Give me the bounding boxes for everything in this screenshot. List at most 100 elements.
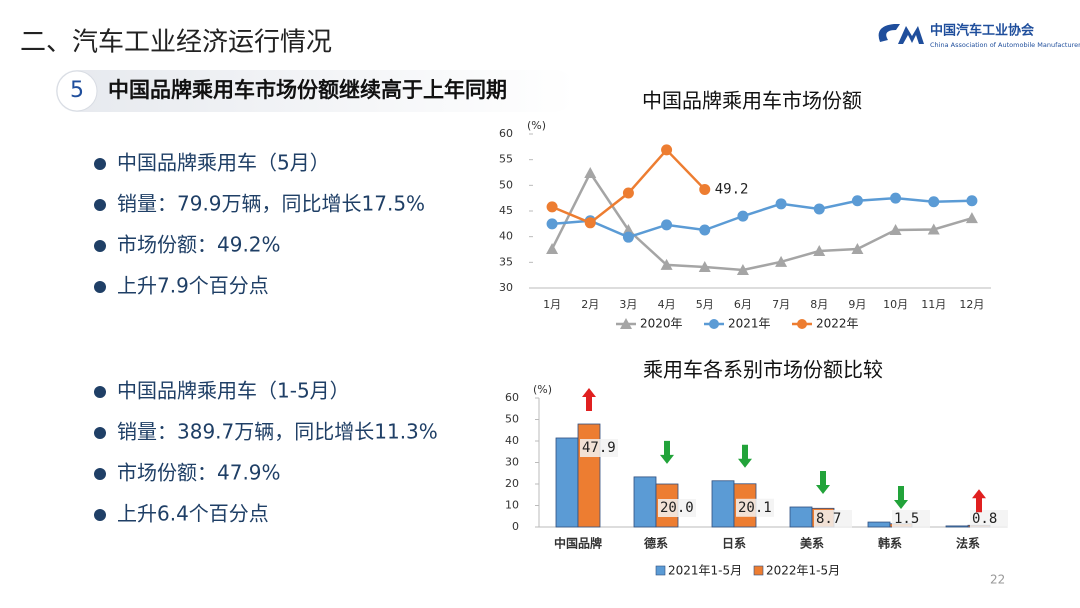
x-tick-label: 中国品牌 — [554, 536, 602, 551]
change-arrow — [582, 388, 596, 412]
bullet-dot — [94, 386, 106, 398]
marker — [736, 264, 749, 276]
marker — [698, 260, 711, 272]
bullet-text: 上升7.9个百分点 — [117, 274, 269, 298]
data-label-bg — [892, 510, 930, 528]
x-tick-label: 4月 — [658, 298, 676, 311]
section-badge — [56, 70, 98, 112]
marker — [699, 224, 711, 236]
marker — [813, 245, 826, 257]
x-tick-label: 8月 — [810, 298, 828, 311]
y-tick-label: 30 — [505, 456, 519, 469]
marker — [966, 195, 978, 207]
logo-cn: 中国汽车工业协会 — [930, 23, 1035, 39]
data-label: 8.7 — [816, 511, 841, 527]
bar — [633, 476, 657, 528]
y-tick-label: 50 — [505, 413, 519, 426]
bullet-dot — [94, 281, 106, 293]
legend-swatch — [753, 565, 764, 576]
data-label: 1.5 — [894, 511, 919, 527]
chart-title: 中国品牌乘用车市场份额 — [642, 89, 862, 113]
marker — [699, 183, 711, 195]
marker — [965, 212, 978, 224]
marker — [584, 167, 597, 179]
bar — [555, 437, 579, 528]
bullet-text: 市场份额：49.2% — [117, 233, 281, 257]
bar — [867, 521, 891, 528]
bullet-dot — [94, 199, 106, 211]
section-title: 中国品牌乘用车市场份额继续高于上年同期 — [108, 78, 507, 102]
legend-label: 2022年 — [816, 317, 859, 331]
change-arrow — [738, 444, 752, 468]
bullet-text: 中国品牌乘用车（5月） — [117, 151, 330, 175]
x-tick-label: 7月 — [772, 298, 790, 311]
x-tick-label: 2月 — [581, 298, 599, 311]
x-tick-label: 5月 — [696, 298, 714, 311]
marker — [584, 217, 596, 229]
data-label-bg — [970, 510, 1008, 528]
change-arrow — [660, 440, 674, 464]
data-label-bg — [736, 498, 774, 517]
marker — [775, 198, 787, 210]
y-axis-label: (%) — [533, 383, 552, 396]
legend-swatch — [655, 565, 666, 576]
data-label: 49.2 — [715, 181, 749, 197]
data-label-bg — [658, 499, 696, 517]
y-tick-label: 35 — [499, 255, 513, 268]
x-tick-label: 11月 — [921, 298, 946, 311]
logo-en: China Association of Automobile Manufact… — [930, 41, 1080, 49]
data-label-bg — [814, 510, 852, 528]
x-tick-label: 1月 — [543, 298, 561, 311]
legend-label: 2020年 — [640, 317, 683, 331]
marker — [546, 242, 559, 254]
bullet-dot — [94, 468, 106, 480]
marker — [851, 242, 864, 254]
data-label: 20.1 — [738, 500, 772, 516]
marker — [851, 195, 863, 207]
x-tick-label: 韩系 — [878, 536, 902, 551]
data-label-bg — [580, 439, 618, 458]
change-arrow — [894, 486, 908, 510]
marker — [546, 201, 558, 213]
data-label: 0.8 — [972, 511, 997, 527]
x-tick-label: 法系 — [956, 536, 980, 551]
marker — [546, 218, 558, 230]
x-tick-label: 10月 — [883, 298, 908, 311]
slide-title: 二、汽车工业经济运行情况 — [20, 28, 332, 58]
logo: 中国汽车工业协会 China Association of Automobile… — [878, 23, 1080, 49]
marker — [775, 255, 788, 267]
chart-title: 乘用车各系别市场份额比较 — [643, 358, 883, 382]
y-tick-label: 40 — [505, 434, 519, 447]
marker — [890, 192, 902, 204]
x-tick-label: 德系 — [644, 536, 668, 551]
bullet-text: 销量：389.7万辆，同比增长11.3% — [117, 420, 438, 444]
bar — [711, 480, 735, 528]
x-tick-label: 6月 — [734, 298, 752, 311]
bullet-text: 市场份额：47.9% — [117, 461, 281, 485]
marker — [737, 210, 749, 222]
x-tick-label: 美系 — [800, 536, 824, 551]
y-tick-label: 20 — [505, 477, 519, 490]
marker — [813, 203, 825, 215]
y-axis-label: (%) — [527, 119, 546, 132]
line — [551, 148, 706, 225]
bullet-text: 上升6.4个百分点 — [117, 502, 269, 526]
bar — [945, 525, 969, 528]
bullet-dot — [94, 240, 106, 252]
y-tick-label: 50 — [499, 178, 513, 191]
data-label: 20.0 — [660, 500, 694, 516]
x-tick-label: 9月 — [848, 298, 866, 311]
legend-marker — [709, 319, 719, 329]
y-tick-label: 40 — [499, 230, 513, 243]
marker — [661, 144, 673, 156]
marker — [622, 231, 634, 243]
y-tick-label: 45 — [499, 204, 513, 217]
legend-label: 2021年1-5月 — [668, 564, 742, 578]
y-tick-label: 60 — [505, 391, 519, 404]
marker — [889, 223, 902, 235]
legend-label: 2022年1-5月 — [766, 564, 840, 578]
bullet-dot — [94, 509, 106, 521]
bullet-text: 销量：79.9万辆，同比增长17.5% — [117, 192, 425, 216]
data-label: 47.9 — [582, 440, 616, 456]
